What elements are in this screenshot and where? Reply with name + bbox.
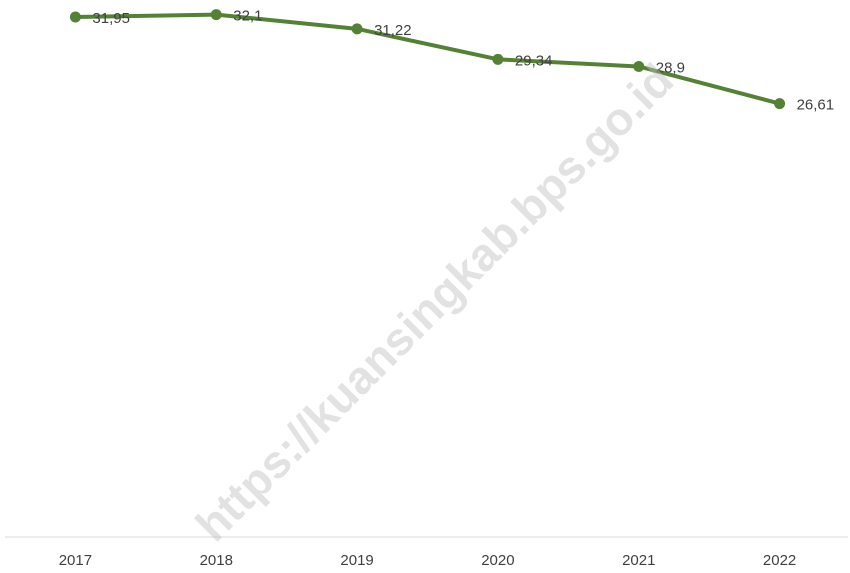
point	[774, 98, 786, 110]
data-label: 26,61	[797, 97, 835, 114]
data-label: 31,95	[92, 10, 130, 27]
x-tick-label: 2019	[340, 552, 373, 569]
point	[633, 60, 645, 72]
watermark-group: https://kuansingkab.bps.go.id	[185, 53, 683, 551]
line	[75, 12, 781, 106]
point	[210, 9, 222, 21]
data-label: 32,1	[233, 8, 262, 25]
x-tick-label: 2021	[622, 552, 655, 569]
data-label: 29,34	[515, 52, 553, 69]
x-tick-label: 2017	[59, 552, 92, 569]
data-label: 31,22	[374, 22, 412, 39]
point	[492, 53, 504, 65]
data-label: 28,9	[656, 59, 685, 76]
x-tick-label: 2022	[763, 552, 796, 569]
point	[69, 11, 81, 23]
x-tick-label: 2018	[200, 552, 233, 569]
x-tick-label: 2020	[481, 552, 514, 569]
point	[351, 23, 363, 35]
watermark: https://kuansingkab.bps.go.id	[185, 53, 683, 551]
